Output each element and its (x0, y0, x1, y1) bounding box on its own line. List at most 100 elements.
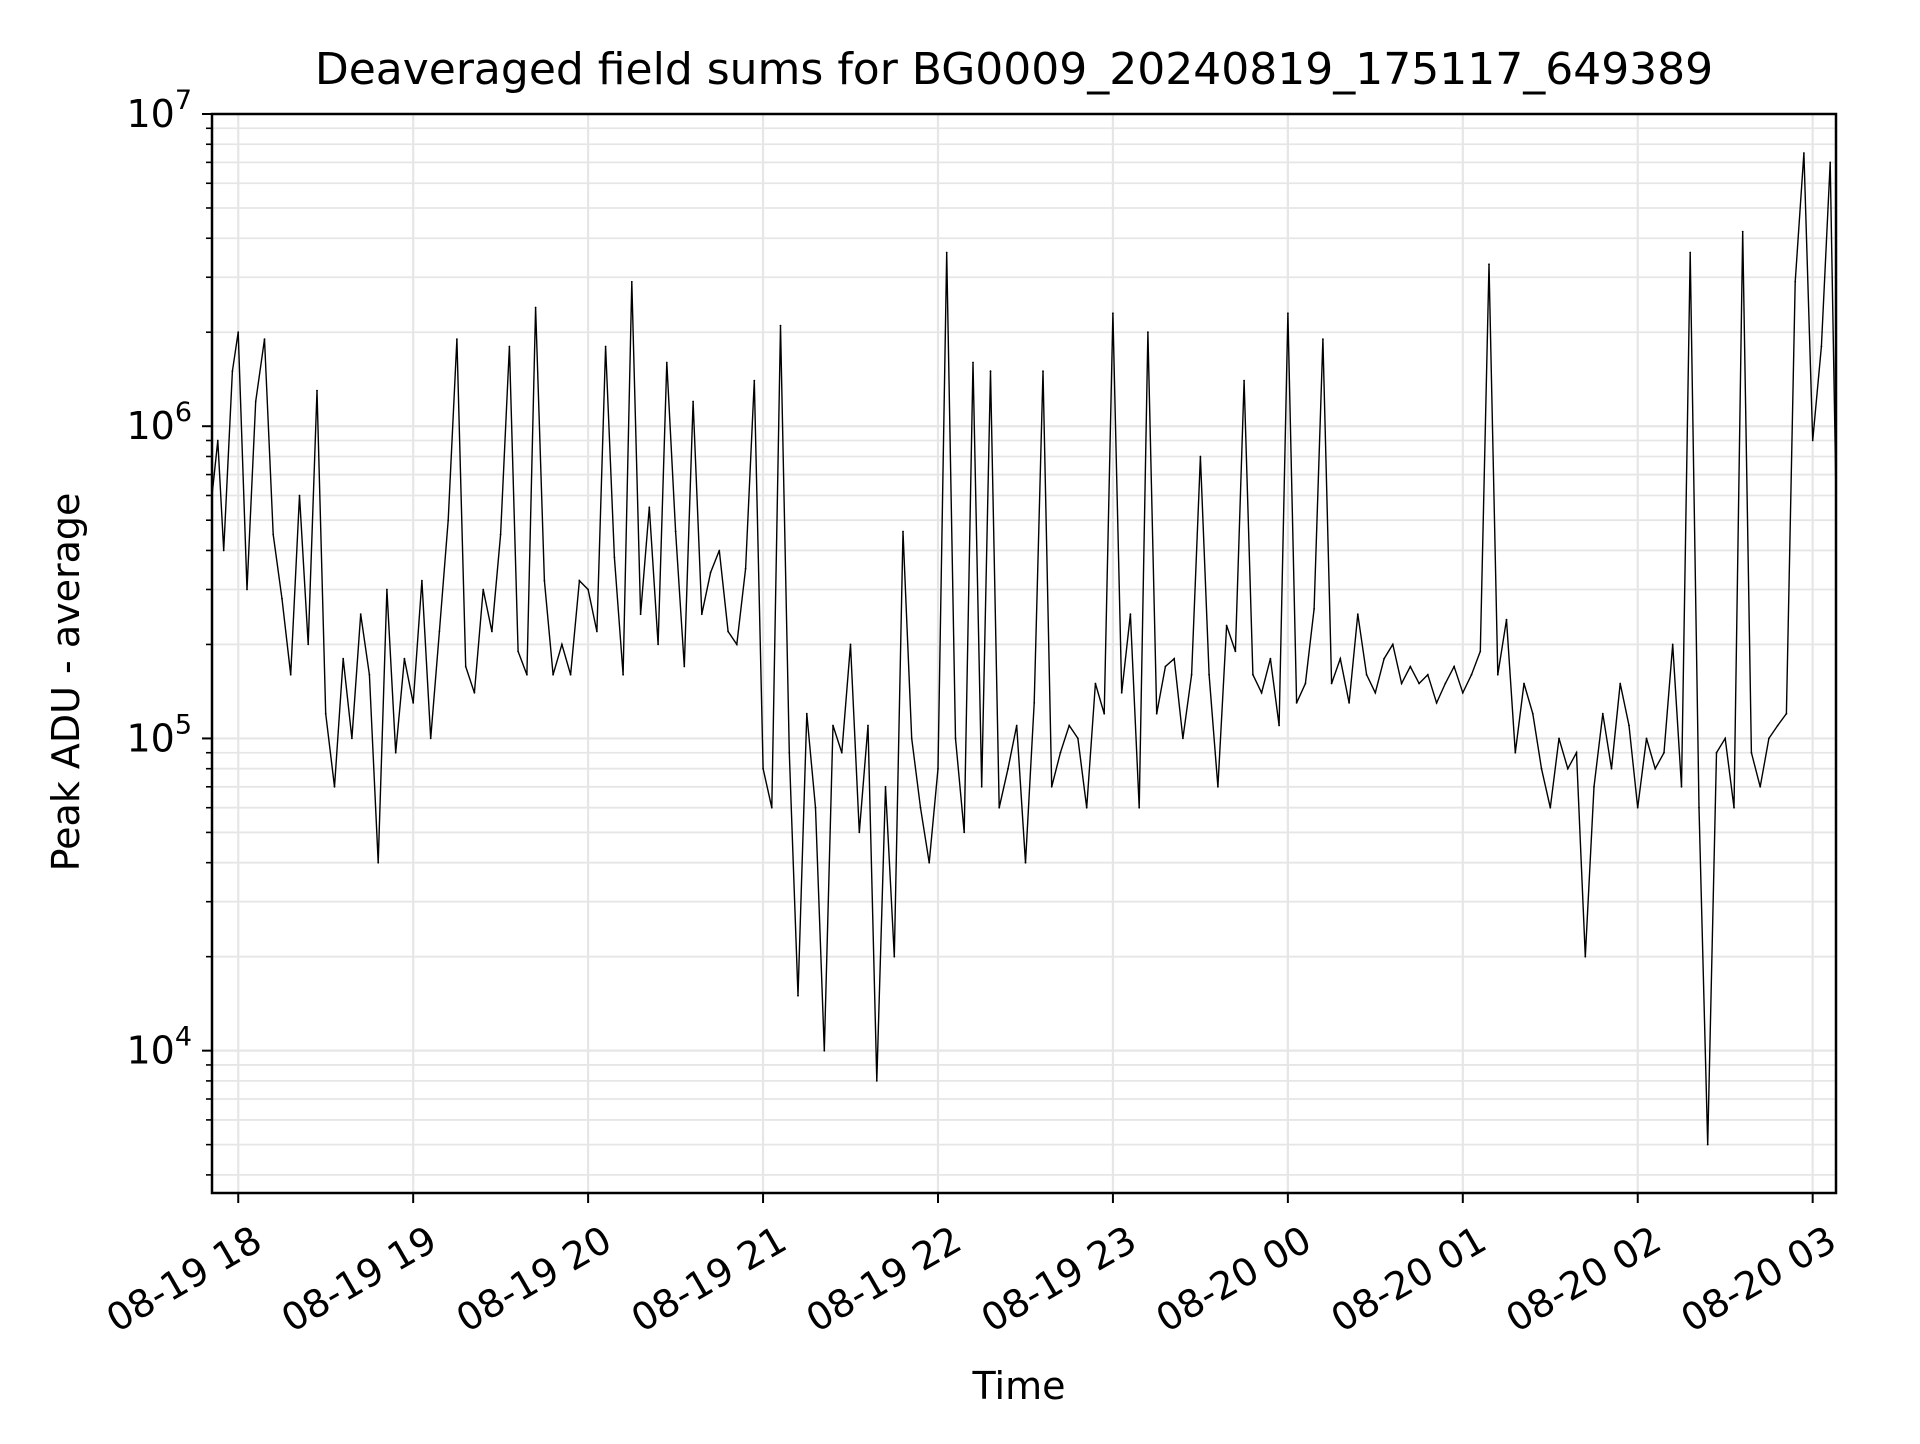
data-point (1304, 682, 1307, 685)
data-point (1199, 455, 1202, 458)
x-tick-label: 08-20 03 (1673, 1217, 1843, 1341)
x-tick-label: 08-19 22 (799, 1217, 969, 1341)
data-point (1435, 702, 1438, 704)
data-point (1330, 682, 1333, 685)
data-point (849, 643, 852, 646)
data-point (840, 751, 843, 754)
data-point (1252, 673, 1254, 676)
data-point (491, 630, 493, 633)
data-point (1400, 682, 1403, 685)
x-tick-label: 08-19 19 (274, 1217, 444, 1341)
data-point (596, 630, 598, 633)
data-point (1295, 702, 1298, 704)
data-point (324, 712, 327, 715)
data-point (1138, 806, 1141, 809)
data-point (1269, 657, 1272, 660)
data-point (1741, 230, 1744, 233)
data-point (1715, 751, 1718, 754)
data-point (762, 767, 764, 770)
data-point (1628, 724, 1630, 727)
data-point (1470, 673, 1473, 676)
data-point (963, 831, 966, 834)
data-point (1042, 370, 1044, 373)
series-line (212, 152, 1836, 1145)
data-point (700, 613, 703, 616)
data-point (508, 345, 511, 348)
data-point (1426, 673, 1429, 676)
data-point (972, 361, 974, 364)
data-point (604, 345, 607, 348)
data-point (1829, 161, 1832, 164)
data-point (1050, 785, 1053, 788)
data-point (1103, 712, 1106, 715)
data-point (1112, 312, 1114, 315)
data-point (394, 751, 397, 754)
data-point (298, 494, 301, 497)
data-point (1645, 737, 1648, 740)
data-point (1225, 624, 1228, 627)
data-point (342, 657, 345, 660)
data-point (692, 400, 694, 403)
data-point (980, 785, 983, 788)
data-point (1479, 650, 1482, 653)
data-point (377, 861, 380, 864)
data-point (1575, 751, 1578, 754)
data-point (1260, 691, 1263, 694)
data-point (1584, 955, 1587, 958)
data-point (770, 806, 773, 809)
grid (212, 114, 1836, 1193)
data-point (333, 785, 336, 788)
y-tick-label: 106 (126, 397, 192, 448)
data-point (1566, 767, 1569, 770)
data-point (919, 806, 922, 809)
data-point (587, 588, 589, 591)
data-point (1750, 751, 1753, 754)
data-point (674, 530, 677, 533)
x-tick-label: 08-19 21 (624, 1217, 794, 1341)
data-point (1190, 673, 1193, 676)
data-point (1094, 682, 1097, 685)
data-point (902, 530, 904, 533)
data-point (473, 691, 476, 694)
data-point (1549, 806, 1552, 809)
data-point (456, 338, 458, 341)
data-point (1208, 673, 1210, 676)
data-point (884, 785, 887, 788)
y-axis-label: Peak ADU - average (44, 493, 88, 872)
data-point (231, 370, 234, 373)
data-point (665, 361, 668, 364)
data-point (814, 806, 817, 809)
x-tick-label: 08-20 00 (1149, 1217, 1319, 1341)
data-point (1024, 861, 1027, 864)
data-point (1077, 737, 1079, 740)
data-point (832, 724, 834, 727)
data-point (1654, 767, 1657, 770)
data-point (499, 533, 502, 536)
data-point (1374, 691, 1377, 694)
x-axis-label: Time (972, 1364, 1066, 1408)
x-axis: 08-19 18 08-19 19 08-19 20 08-19 21 08-19 22… (99, 1193, 1843, 1341)
data-point (1768, 737, 1770, 740)
data-point (1234, 650, 1237, 653)
data-point (1610, 767, 1613, 770)
data-point (875, 1080, 878, 1082)
data-point (639, 613, 642, 616)
y-tick-label: 107 (126, 85, 192, 136)
data-point (263, 338, 266, 341)
data-point (1523, 682, 1525, 685)
data-point (447, 519, 450, 522)
data-point (1505, 618, 1508, 621)
y-tick-label: 104 (126, 1022, 192, 1073)
data-point (1601, 712, 1604, 715)
data-point (1488, 263, 1490, 266)
data-point (753, 379, 756, 382)
data-point (1085, 806, 1088, 809)
data-point (613, 556, 616, 559)
data-point (683, 665, 686, 668)
data-point (937, 767, 939, 770)
plot-frame (210, 112, 1838, 1195)
data-point (578, 579, 581, 582)
data-point (1671, 643, 1674, 646)
x-tick-label: 08-19 18 (99, 1217, 269, 1341)
